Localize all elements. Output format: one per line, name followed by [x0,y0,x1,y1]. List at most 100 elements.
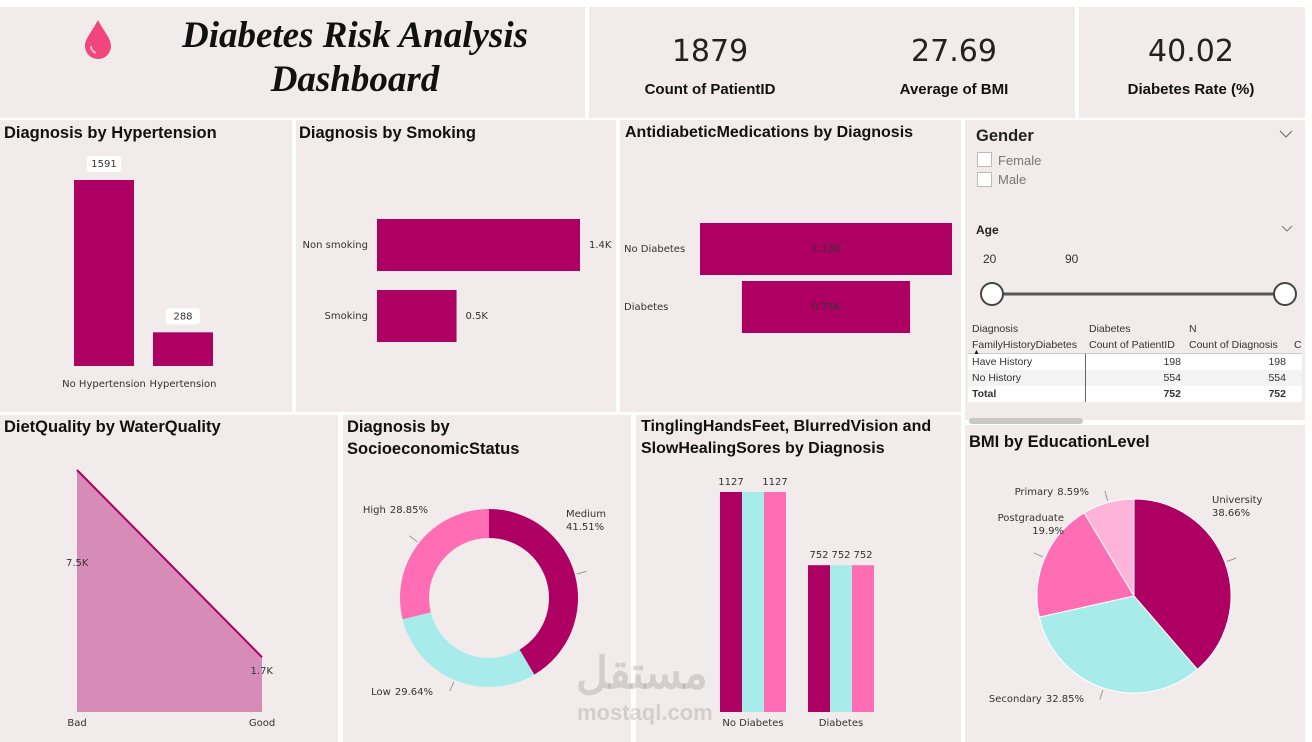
bar [764,492,786,712]
category-label: No Diabetes [624,244,685,255]
slicer-option[interactable]: Female [998,153,1042,168]
slicer-option[interactable]: Male [998,172,1027,187]
label-part: Low [371,687,391,698]
label-part: 28.85% [390,505,428,516]
data-label: High 28.85% [363,505,428,516]
label-part: Postgraduate [998,513,1064,524]
table-cell: No History [968,370,1086,386]
sort-arrow[interactable]: ▲ [973,349,980,356]
table-cell [1290,353,1302,370]
table-cell: 554 [1185,370,1290,386]
panel [343,415,631,742]
table-cell [1290,370,1302,386]
table-cell [1290,321,1302,337]
bar [700,223,952,275]
kpi-label: Diabetes Rate (%) [1127,81,1255,98]
table-cell: FamilyHistoryDiabetes [968,337,1085,354]
table-cell: Count of Diagnosis [1185,337,1290,354]
leader-line [409,535,418,543]
bar [720,492,742,712]
table-row: Total 752 752 [968,386,1302,402]
data-label: Primary 8.59% [1015,487,1089,498]
x-tick-label: Bad [67,718,86,729]
data-label: Medium 41.51% [566,509,606,533]
chevron[interactable] [1278,128,1294,140]
label-part: 8.59% [1057,487,1089,498]
label-part: Secondary [989,694,1042,705]
kpi-panel [1079,7,1305,118]
bar [377,290,457,342]
chart-title: BMI by EducationLevel [969,433,1150,451]
leader-line [1226,557,1237,562]
table-row: Have History 198 198 [968,353,1302,370]
y-tick-label: Non smoking [303,240,368,251]
table-cell: C [1290,337,1302,354]
data-label: 752 [853,550,872,561]
label-part: High [363,505,386,516]
bar [830,565,852,712]
header-row: FamilyHistoryDiabetes Count of PatientID C… [968,337,1302,354]
chevron[interactable] [1280,224,1294,234]
data-label: 1591 [91,159,116,170]
scrollbar[interactable] [969,418,1083,424]
slider-max: 90 [1065,252,1079,266]
data-label: University 38.66% [1212,495,1263,519]
bar [74,180,134,366]
panel [636,415,961,742]
x-tick-label: Good [249,718,275,729]
table-cell: N [1189,323,1197,335]
checkbox[interactable] [977,152,992,167]
table: Diagnosis Diabetes N FamilyHistoryDiabetes C… [968,321,1302,402]
dashboard-title: Diabetes Risk Analysis Dashboard [181,15,529,100]
checkbox[interactable] [977,172,992,187]
slider-min: 20 [983,252,997,266]
data-label: 752 [809,550,828,561]
label-part: 41.51% [566,522,604,533]
range-slider[interactable] [975,278,1305,310]
bar [742,492,764,712]
kpi-label: Average of BMI [899,81,1009,98]
table-cell: Have History [968,353,1086,370]
watermark: mostaql.com [577,700,713,725]
table-row: No History 554 554 [968,370,1302,386]
label-part: 38.66% [1212,508,1250,519]
data-label: 1127 [718,477,743,488]
chart-title: Diagnosis by Hypertension [4,124,217,142]
x-tick-label: No Diabetes [722,718,783,729]
slice [1036,512,1135,618]
data-label: 0.75K [812,302,841,313]
slicer-title: Age [976,223,999,237]
bar [852,565,874,712]
matrix-table: Diagnosis Diabetes N FamilyHistoryDiabetes C… [968,321,1302,415]
kpi-value: 40.02 [1148,34,1234,69]
data-label: Low 29.64% [371,687,433,698]
x-tick-label: Hypertension [150,379,217,390]
data-label: 7.5K [66,558,89,569]
x-tick-label: Diabetes [819,718,863,729]
kpi-value: 27.69 [911,34,997,69]
data-label: 0.5K [466,311,489,322]
table-cell: 198 [1085,353,1185,370]
label-part: University [1212,495,1263,506]
table-cell: 198 [1185,353,1290,370]
data-label: 1127 [762,477,787,488]
slice [489,509,579,675]
panel [0,120,292,412]
bar [808,565,830,712]
chart-title: DietQuality by WaterQuality [4,418,221,436]
line [76,469,263,658]
table-cell: 752 [1085,386,1185,402]
leader-line [1033,552,1044,558]
watermark: مستقل [576,649,708,698]
table-cell: Count of PatientID [1085,337,1185,354]
data-label: Secondary 32.85% [989,694,1084,705]
slice [1083,498,1135,598]
x-tick-label: No Hypertension [62,379,146,390]
bar [377,219,580,271]
slicer-title: Gender [976,127,1034,145]
bar [153,332,213,366]
leader-line [1104,490,1109,501]
header-row: Diagnosis Diabetes N [968,321,1302,337]
